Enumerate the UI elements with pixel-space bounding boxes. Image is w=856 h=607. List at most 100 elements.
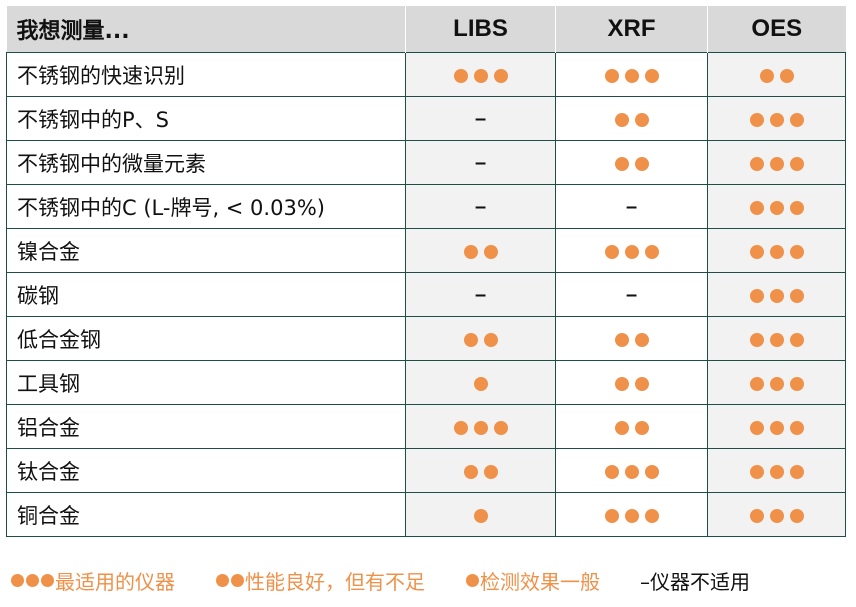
- row-label: 不锈钢中的P、S: [6, 96, 406, 141]
- rating-dot-icon: [614, 157, 629, 171]
- rating-cell-xrf: [555, 448, 708, 493]
- rating-dot-icon: [644, 69, 659, 83]
- rating-dot-icon: [463, 245, 478, 259]
- legend-text: –仪器不适用: [640, 570, 750, 594]
- rating-cell-xrf: –: [555, 272, 708, 317]
- rating-dot-icon: [624, 245, 639, 259]
- rating-dot-icon: [769, 113, 784, 127]
- rating-dot-icon: [604, 465, 619, 479]
- rating-dot-icon: [749, 245, 764, 259]
- rating-dot-icon: [493, 421, 508, 435]
- rating-dot-icon: [644, 245, 659, 259]
- rating-dot-icon: [483, 465, 498, 479]
- legend-item: –仪器不适用: [640, 566, 750, 595]
- rating-cell-xrf: –: [555, 184, 708, 229]
- table-row: 铜合金: [6, 492, 846, 537]
- rating-dot-icon: [789, 509, 804, 523]
- table-row: 镍合金: [6, 228, 846, 273]
- legend-dot-icon: [466, 574, 479, 587]
- rating-cell-libs: –: [405, 140, 556, 185]
- rating-dot-icon: [789, 377, 804, 391]
- rating-cell-oes: [707, 228, 846, 273]
- rating-cell-libs: –: [405, 272, 556, 317]
- table-row: 铝合金: [6, 404, 846, 449]
- rating-dot-icon: [769, 509, 784, 523]
- row-label: 铜合金: [6, 492, 406, 537]
- rating-cell-oes: [707, 184, 846, 229]
- not-applicable-dash: –: [474, 108, 487, 130]
- rating-dot-icon: [789, 333, 804, 347]
- rating-cell-libs: [405, 360, 556, 405]
- rating-dot-icon: [614, 377, 629, 391]
- rating-dot-icon: [749, 333, 764, 347]
- rating-dot-icon: [644, 509, 659, 523]
- rating-dot-icon: [769, 289, 784, 303]
- rating-dot-icon: [634, 421, 649, 435]
- rating-dot-icon: [769, 377, 784, 391]
- not-applicable-dash: –: [474, 284, 487, 306]
- row-label: 工具钢: [6, 360, 406, 405]
- rating-dot-icon: [769, 157, 784, 171]
- not-applicable-dash: –: [474, 196, 487, 218]
- rating-dot-icon: [749, 201, 764, 215]
- legend-text: 检测效果一般: [480, 570, 600, 594]
- rating-dot-icon: [473, 69, 488, 83]
- not-applicable-dash: –: [625, 284, 638, 306]
- rating-dot-icon: [604, 245, 619, 259]
- rating-dot-icon: [604, 509, 619, 523]
- rating-dot-icon: [624, 69, 639, 83]
- not-applicable-dash: –: [625, 196, 638, 218]
- rating-cell-libs: [405, 404, 556, 449]
- rating-dot-icon: [749, 465, 764, 479]
- rating-dot-icon: [769, 465, 784, 479]
- rating-cell-xrf: [555, 52, 708, 97]
- rating-dot-icon: [634, 333, 649, 347]
- legend-dot-icon: [11, 574, 24, 587]
- header-oes: OES: [707, 6, 846, 53]
- rating-dot-icon: [789, 245, 804, 259]
- rating-dot-icon: [644, 465, 659, 479]
- legend-dot-icon: [231, 574, 244, 587]
- rating-dot-icon: [779, 69, 794, 83]
- rating-dot-icon: [749, 289, 764, 303]
- rating-dot-icon: [614, 113, 629, 127]
- rating-dot-icon: [749, 157, 764, 171]
- legend-item: 最适用的仪器: [10, 566, 175, 595]
- legend-text: 性能良好，但有不足: [245, 570, 425, 594]
- rating-dot-icon: [473, 509, 488, 523]
- instrument-comparison-table: 我想测量... LIBS XRF OES 不锈钢的快速识别 不锈钢中的P、S – 不锈…: [6, 6, 846, 537]
- rating-dot-icon: [789, 157, 804, 171]
- legend-dot-icon: [26, 574, 39, 587]
- rating-dot-icon: [453, 69, 468, 83]
- rating-dot-icon: [473, 377, 488, 391]
- rating-dot-icon: [789, 465, 804, 479]
- header-label: 我想测量...: [6, 6, 406, 53]
- rating-cell-xrf: [555, 492, 708, 537]
- table-row: 不锈钢中的C (L-牌号, < 0.03%) – –: [6, 184, 846, 229]
- rating-cell-libs: [405, 316, 556, 361]
- rating-cell-libs: –: [405, 184, 556, 229]
- rating-dot-icon: [749, 421, 764, 435]
- rating-dot-icon: [614, 333, 629, 347]
- table-row: 不锈钢中的微量元素 –: [6, 140, 846, 185]
- header-row: 我想测量... LIBS XRF OES: [6, 6, 846, 53]
- rating-dot-icon: [789, 289, 804, 303]
- not-applicable-dash: –: [474, 152, 487, 174]
- table-row: 不锈钢的快速识别: [6, 52, 846, 97]
- rating-dot-icon: [789, 113, 804, 127]
- rating-dot-icon: [769, 201, 784, 215]
- table-row: 不锈钢中的P、S –: [6, 96, 846, 141]
- header-xrf: XRF: [555, 6, 708, 53]
- rating-dot-icon: [749, 113, 764, 127]
- row-label: 不锈钢中的C (L-牌号, < 0.03%): [6, 184, 406, 229]
- row-label: 铝合金: [6, 404, 406, 449]
- rating-dot-icon: [463, 465, 478, 479]
- row-label: 镍合金: [6, 228, 406, 273]
- table-row: 工具钢: [6, 360, 846, 405]
- rating-cell-libs: [405, 448, 556, 493]
- rating-dot-icon: [493, 69, 508, 83]
- rating-dot-icon: [634, 377, 649, 391]
- legend: 最适用的仪器 性能良好，但有不足 检测效果一般 –仪器不适用: [10, 566, 846, 595]
- rating-cell-oes: [707, 316, 846, 361]
- rating-dot-icon: [789, 201, 804, 215]
